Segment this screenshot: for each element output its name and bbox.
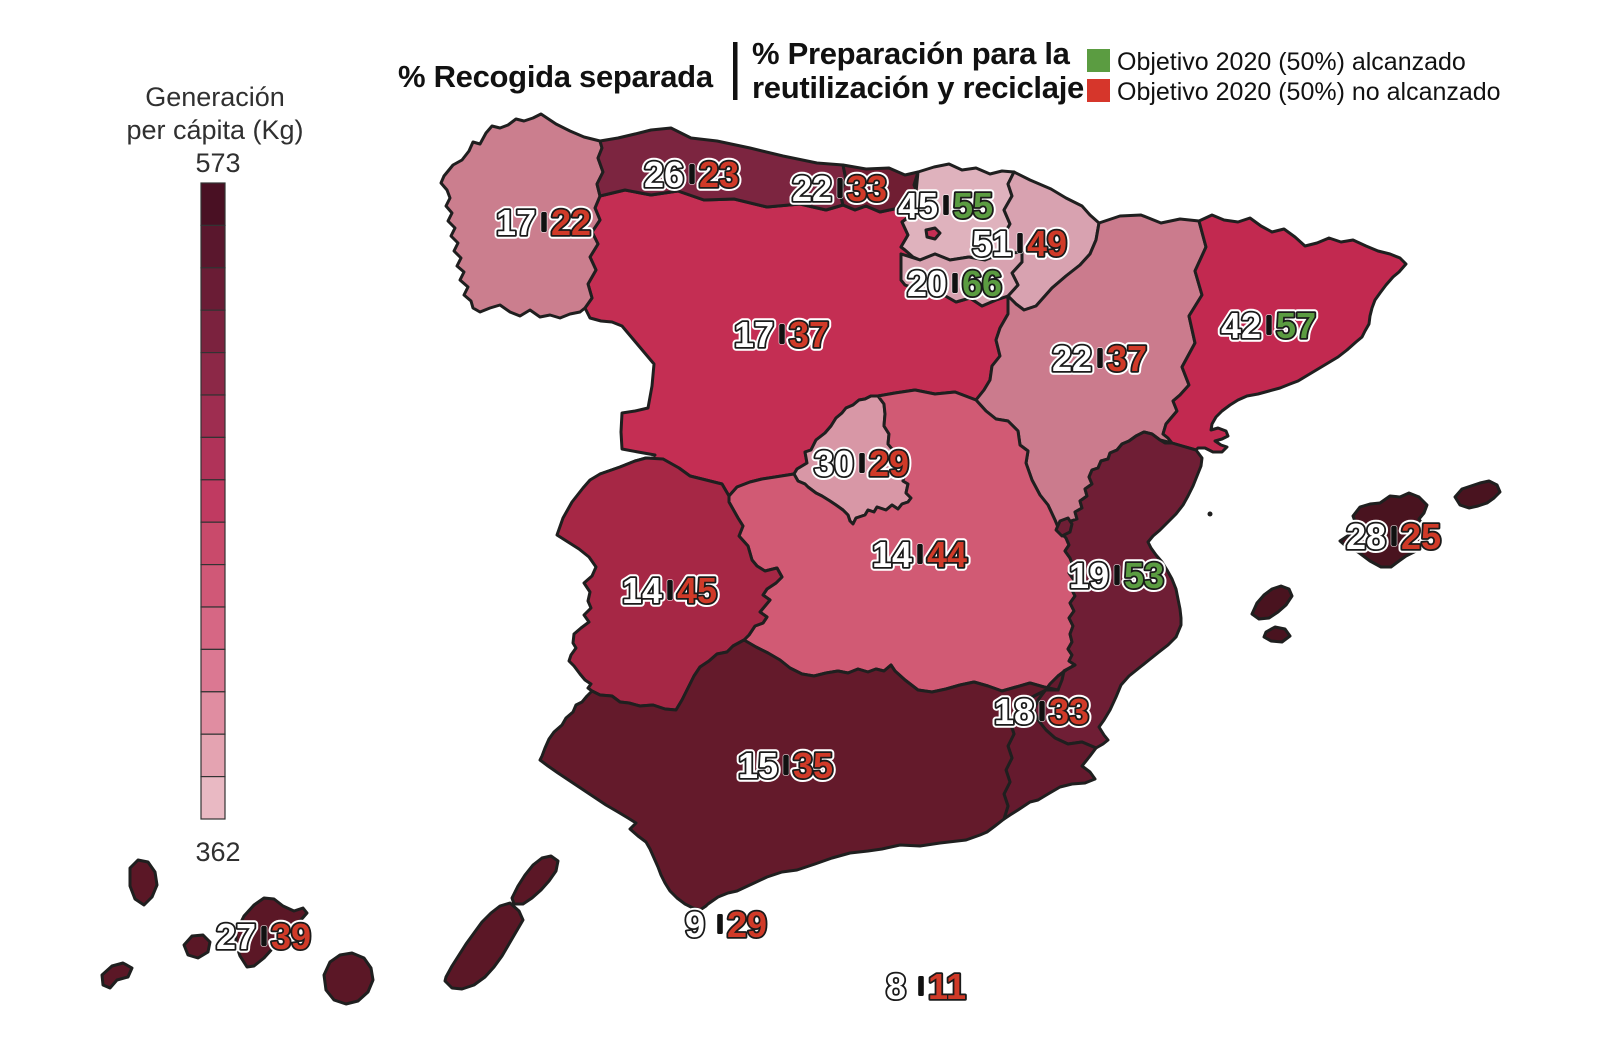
svg-text:362: 362 <box>195 837 240 867</box>
svg-text:% Recogida separada: % Recogida separada <box>398 59 714 94</box>
svg-text:17: 17 <box>734 314 774 355</box>
svg-text:26: 26 <box>644 154 684 195</box>
svg-text:18: 18 <box>994 691 1034 732</box>
svg-text:29: 29 <box>727 904 767 945</box>
svg-text:55: 55 <box>953 185 993 226</box>
svg-text:per cápita (Kg): per cápita (Kg) <box>126 115 303 145</box>
svg-text:42: 42 <box>1221 305 1261 346</box>
svg-text:44: 44 <box>927 534 967 575</box>
svg-text:66: 66 <box>962 263 1002 304</box>
svg-text:15: 15 <box>738 745 778 786</box>
svg-text:29: 29 <box>869 443 909 484</box>
svg-text:49: 49 <box>1027 223 1067 264</box>
svg-text:17: 17 <box>496 202 536 243</box>
svg-text:39: 39 <box>271 916 311 957</box>
svg-text:28: 28 <box>1346 516 1386 557</box>
svg-text:35: 35 <box>793 745 833 786</box>
svg-text:26: 26 <box>644 154 684 195</box>
svg-text:33: 33 <box>1049 691 1089 732</box>
svg-text:29: 29 <box>727 904 767 945</box>
svg-text:45: 45 <box>677 570 717 611</box>
svg-text:17: 17 <box>496 202 536 243</box>
svg-text:19: 19 <box>1069 555 1109 596</box>
svg-text:14: 14 <box>872 534 912 575</box>
svg-text:573: 573 <box>195 148 240 178</box>
svg-text:11: 11 <box>928 966 966 1007</box>
svg-text:Objetivo 2020 (50%) no alcanza: Objetivo 2020 (50%) no alcanzado <box>1117 78 1501 106</box>
svg-text:22: 22 <box>1052 338 1092 379</box>
svg-text:55: 55 <box>953 185 993 226</box>
svg-text:30: 30 <box>814 443 854 484</box>
svg-text:14: 14 <box>622 570 662 611</box>
svg-text:27: 27 <box>216 916 256 957</box>
svg-text:reutilización y reciclaje: reutilización y reciclaje <box>752 70 1084 105</box>
svg-text:45: 45 <box>677 570 717 611</box>
svg-text:37: 37 <box>1107 338 1147 379</box>
svg-text:22: 22 <box>792 168 832 209</box>
svg-text:51: 51 <box>972 223 1012 264</box>
svg-text:45: 45 <box>898 185 938 226</box>
svg-text:23: 23 <box>699 154 739 195</box>
svg-text:37: 37 <box>789 314 829 355</box>
svg-text:8: 8 <box>886 966 906 1007</box>
svg-text:66: 66 <box>962 263 1002 304</box>
svg-text:28: 28 <box>1346 516 1386 557</box>
svg-text:37: 37 <box>789 314 829 355</box>
svg-text:44: 44 <box>927 534 967 575</box>
svg-text:9: 9 <box>685 904 705 945</box>
svg-text:25: 25 <box>1401 516 1441 557</box>
svg-text:57: 57 <box>1276 305 1316 346</box>
svg-text:23: 23 <box>699 154 739 195</box>
svg-text:14: 14 <box>872 534 912 575</box>
svg-text:37: 37 <box>1107 338 1147 379</box>
svg-text:Generación: Generación <box>145 82 285 112</box>
svg-text:35: 35 <box>793 745 833 786</box>
svg-text:22: 22 <box>551 202 591 243</box>
svg-text:% Preparación para la: % Preparación para la <box>752 36 1071 71</box>
svg-text:27: 27 <box>216 916 256 957</box>
svg-text:22: 22 <box>551 202 591 243</box>
svg-text:39: 39 <box>271 916 311 957</box>
svg-text:53: 53 <box>1124 555 1164 596</box>
svg-text:20: 20 <box>907 263 947 304</box>
svg-text:8: 8 <box>886 966 906 1007</box>
svg-text:9: 9 <box>685 904 705 945</box>
svg-text:22: 22 <box>792 168 832 209</box>
svg-text:33: 33 <box>1049 691 1089 732</box>
svg-text:42: 42 <box>1221 305 1261 346</box>
svg-text:33: 33 <box>847 168 887 209</box>
svg-text:45: 45 <box>898 185 938 226</box>
svg-text:33: 33 <box>847 168 887 209</box>
svg-text:53: 53 <box>1124 555 1164 596</box>
svg-text:18: 18 <box>994 691 1034 732</box>
svg-text:14: 14 <box>622 570 662 611</box>
svg-text:17: 17 <box>734 314 774 355</box>
svg-text:25: 25 <box>1401 516 1441 557</box>
svg-text:Objetivo 2020 (50%) alcanzado: Objetivo 2020 (50%) alcanzado <box>1117 48 1466 76</box>
svg-text:51: 51 <box>972 223 1012 264</box>
svg-text:19: 19 <box>1069 555 1109 596</box>
svg-text:29: 29 <box>869 443 909 484</box>
svg-text:11: 11 <box>928 966 966 1007</box>
svg-text:22: 22 <box>1052 338 1092 379</box>
svg-text:49: 49 <box>1027 223 1067 264</box>
svg-text:20: 20 <box>907 263 947 304</box>
svg-text:57: 57 <box>1276 305 1316 346</box>
svg-text:15: 15 <box>738 745 778 786</box>
svg-text:30: 30 <box>814 443 854 484</box>
